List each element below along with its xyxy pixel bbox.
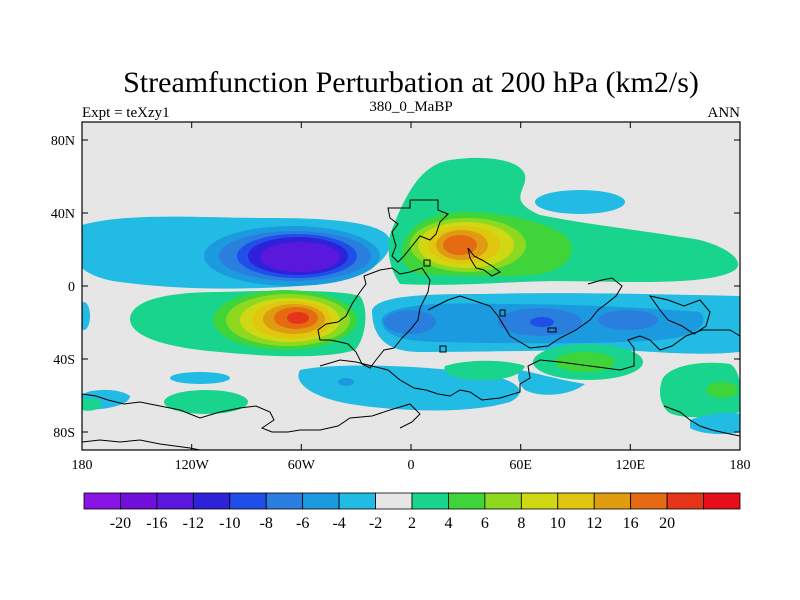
colorbar-labels: -20 -16 -12 -10 -8 -6 -4 -2 2 4 6 8 10 12 16 20 <box>110 515 675 532</box>
positive-anomaly-south-australia <box>660 362 740 418</box>
colorbar-label: -20 <box>110 515 131 532</box>
coastline-australia <box>648 295 711 335</box>
colorbar-label: 12 <box>586 515 602 532</box>
lon-label-60e: 60E <box>509 458 532 473</box>
lat-label-40s: 40S <box>53 353 75 368</box>
lon-label-0: 0 <box>408 458 415 473</box>
axis-ticks <box>81 122 741 450</box>
lon-label-120e: 120E <box>616 458 646 473</box>
coastline-island-3 <box>423 259 431 267</box>
colorbar-swatch <box>520 492 559 510</box>
negative-anomaly-north-asia <box>535 190 625 214</box>
negative-anomaly-nh <box>82 216 391 289</box>
lon-label-180e: 180 <box>730 458 751 473</box>
lat-label-40n: 40N <box>51 207 75 222</box>
negative-anomaly-south-indian <box>517 370 585 395</box>
negative-anomaly-west-edge <box>82 302 90 330</box>
colorbar-label: 4 <box>444 515 452 532</box>
latitude-labels: 80N 40N 0 40S 80S <box>51 134 75 441</box>
colorbar-swatch <box>484 492 522 510</box>
positive-core-south-australia <box>706 382 738 398</box>
colorbar-swatch <box>192 492 231 510</box>
positive-anomaly-sh <box>130 290 366 357</box>
colorbar-label: 6 <box>481 515 489 532</box>
coastline-africa-south-america <box>317 267 431 369</box>
colorbar-label: -12 <box>183 515 204 532</box>
negative-anomaly-south-australia <box>690 412 740 435</box>
colorbar-swatch <box>265 492 304 510</box>
colorbar-swatch <box>448 492 486 510</box>
lat-label-eq: 0 <box>68 280 75 295</box>
colorbar-swatch <box>630 492 668 510</box>
colorbar-label: -10 <box>219 515 240 532</box>
coastline-asia <box>427 277 623 349</box>
colorbar-swatch <box>338 492 376 510</box>
colorbar-label: -6 <box>296 515 309 532</box>
lat-label-80s: 80S <box>53 426 75 441</box>
positive-anomaly-south-pacific <box>164 390 248 414</box>
colorbar-label: -8 <box>260 515 273 532</box>
colorbar-label: 8 <box>517 515 525 532</box>
lon-label-180w: 180 <box>72 458 93 473</box>
colorbar-label: -4 <box>332 515 345 532</box>
colorbar-label: -16 <box>146 515 167 532</box>
coastlines <box>81 199 741 451</box>
coastline-antarctica-east <box>663 405 741 437</box>
colorbar-label: 2 <box>408 515 416 532</box>
map-field <box>82 122 740 450</box>
colorbar-label: -2 <box>369 515 382 532</box>
positive-core-south-indian <box>555 352 615 372</box>
colorbar-label: 10 <box>550 515 566 532</box>
colorbar-swatch <box>593 492 632 510</box>
colorbar <box>83 492 741 510</box>
case-label: 380_0_MaBP <box>369 99 452 115</box>
lon-label-120w: 120W <box>175 458 210 473</box>
colorbar-swatch <box>375 492 413 510</box>
positive-anomaly-nh <box>388 157 739 285</box>
colorbar-swatch <box>411 492 449 510</box>
coastline-europe <box>387 199 449 263</box>
coastline-island-1 <box>499 309 506 317</box>
colorbar-swatch <box>156 492 194 510</box>
colorbar-swatch <box>703 492 741 510</box>
colorbar-swatch <box>83 492 121 510</box>
coastline-southern-continents <box>319 329 741 401</box>
colorbar-swatch <box>229 492 267 510</box>
coastline-arabia <box>467 247 501 277</box>
colorbar-label: 16 <box>623 515 639 532</box>
coastline-madagascar <box>439 345 447 353</box>
negative-anomaly-south-pacific <box>170 372 230 384</box>
lon-label-60w: 60W <box>288 458 316 473</box>
coastline-island-2 <box>547 327 557 333</box>
colorbar-swatch <box>557 492 595 510</box>
lat-label-80n: 80N <box>51 134 75 149</box>
longitude-labels: 180 120W 60W 0 60E 120E 180 <box>72 458 751 473</box>
colorbar-label: 20 <box>659 515 675 532</box>
coastline-antarctica-west <box>81 439 201 451</box>
colorbar-swatch <box>302 492 340 510</box>
colorbar-swatch <box>666 492 704 510</box>
coastline-antarctica <box>81 393 421 433</box>
negative-core-south-atlantic <box>338 378 354 386</box>
colorbar-swatch <box>120 492 158 510</box>
season-label: ANN <box>708 105 741 121</box>
positive-anomaly-sw <box>82 397 102 411</box>
positive-anomaly-south-indian-west <box>444 360 525 381</box>
experiment-label: Expt = teXzy1 <box>82 105 170 121</box>
negative-anomaly-sh <box>372 293 740 354</box>
plot-title: Streamfunction Perturbation at 200 hPa (… <box>123 66 699 99</box>
